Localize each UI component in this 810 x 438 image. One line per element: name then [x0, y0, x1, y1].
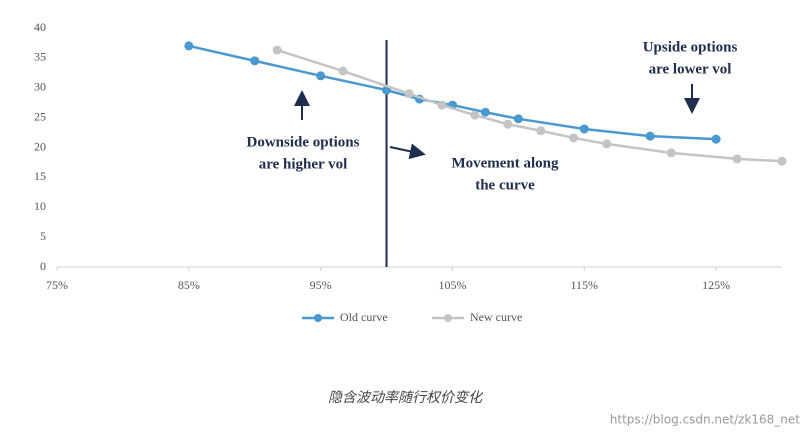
- point: [437, 100, 447, 110]
- y-tick-label: 25: [34, 109, 46, 123]
- x-tick-label: 105%: [438, 278, 466, 292]
- point: [732, 154, 742, 164]
- annotation: are lower vol: [649, 61, 732, 77]
- y-tick-label: 20: [34, 139, 46, 153]
- point: [645, 131, 655, 141]
- x-tick-label: 125%: [702, 278, 730, 292]
- annotation: the curve: [475, 177, 535, 193]
- point: [250, 56, 260, 66]
- point: [272, 45, 282, 55]
- point: [602, 139, 612, 149]
- arrow: [389, 143, 426, 160]
- annotation: Downside options: [247, 134, 360, 150]
- annotation: are higher vol: [259, 156, 348, 172]
- point: [480, 107, 490, 117]
- legend-label: Old curve: [340, 310, 388, 324]
- y-tick-label: 10: [34, 199, 46, 213]
- series-line: [276, 48, 783, 163]
- x-tick-label: 85%: [178, 278, 200, 292]
- y-tick-label: 35: [34, 50, 46, 64]
- point: [569, 133, 579, 143]
- point: [404, 89, 414, 99]
- point: [666, 148, 676, 158]
- watermark: https://blog.csdn.net/zk168_net: [610, 413, 801, 427]
- point: [338, 66, 348, 76]
- point: [470, 110, 480, 120]
- x-tick-label: 75%: [46, 278, 68, 292]
- point: [513, 114, 523, 124]
- y-tick-label: 30: [34, 80, 46, 94]
- series-line: [188, 44, 717, 141]
- x-tick-label: 95%: [310, 278, 332, 292]
- y-tick-label: 0: [40, 259, 46, 273]
- point: [184, 41, 194, 51]
- annotation: Upside options: [643, 39, 738, 55]
- point: [503, 119, 513, 129]
- point: [316, 71, 326, 81]
- point: [777, 156, 787, 166]
- legend-label: New curve: [470, 310, 522, 324]
- y-tick-label: 40: [34, 20, 46, 34]
- y-tick-label: 15: [34, 169, 46, 183]
- annotation: Movement along: [451, 155, 559, 171]
- point: [536, 126, 546, 136]
- caption: 隐含波动率随行权价变化: [328, 390, 484, 406]
- legend-swatch: [314, 314, 322, 322]
- point: [579, 124, 589, 134]
- y-tick-label: 5: [40, 229, 46, 243]
- legend-swatch: [444, 314, 452, 322]
- point: [711, 134, 721, 144]
- x-tick-label: 115%: [570, 278, 598, 292]
